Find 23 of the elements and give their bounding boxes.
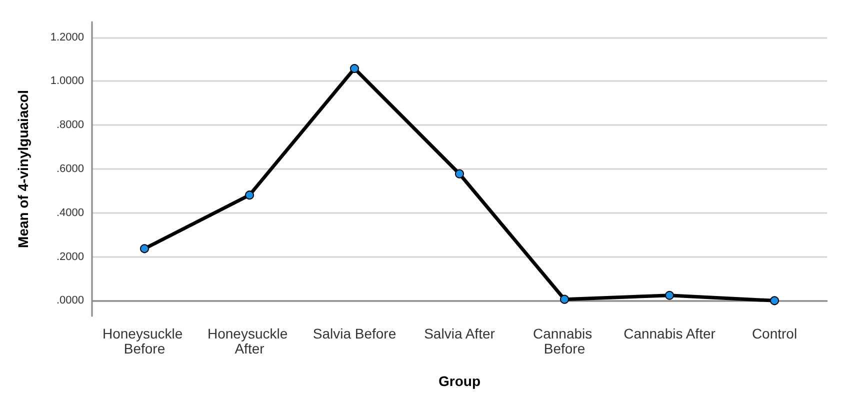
point [770,296,779,306]
y-axis-title: Mean of 4-vinylguaiacol [15,90,31,248]
x-tick-label: Cannabis After [624,326,716,342]
x-tick-label: Honeysuckle After [207,326,292,356]
y-tick-label: .6000 [56,163,84,175]
x-tick-label: Salvia Before [312,326,396,342]
y-tick-label: 1.2000 [50,31,84,44]
x-tick-label: Control [752,326,798,342]
point [455,169,464,178]
point [350,64,359,74]
x-axis-title: Group [438,373,480,389]
y-tick-label: .2000 [56,250,84,263]
point [245,190,254,200]
point [140,244,149,254]
y-tick-label: .0000 [56,294,84,307]
point [560,294,569,304]
point [665,290,674,300]
y-tick-label: .8000 [56,119,84,132]
x-tick-label: Cannabis Before [532,326,596,356]
y-tick-label: .4000 [56,206,84,219]
x-tick-label: Salvia After [424,326,496,342]
x-tick-label: Honeysuckle Before [102,326,187,356]
y-tick-label: 1.0000 [50,75,84,88]
